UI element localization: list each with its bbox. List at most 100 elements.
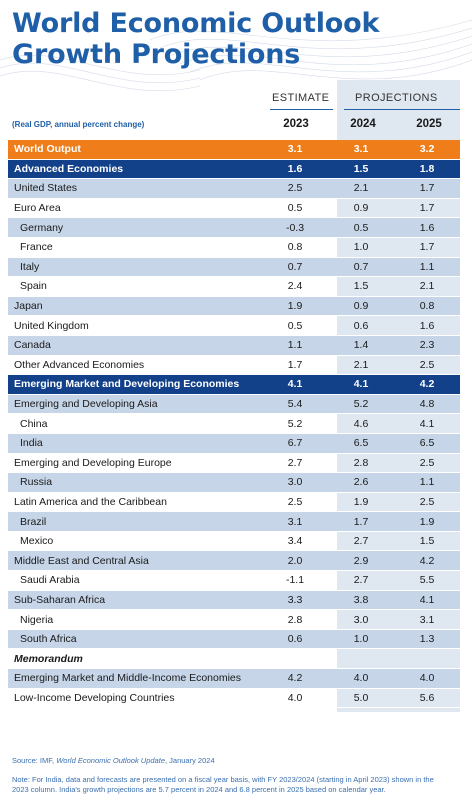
row-label: Saudi Arabia bbox=[20, 574, 80, 587]
table-row: Germany -0.3 0.5 1.6 bbox=[8, 218, 460, 238]
value-2024: 2.1 bbox=[353, 358, 369, 371]
value-2025: 1.5 bbox=[419, 535, 435, 548]
table-row: Italy 0.7 0.7 1.1 bbox=[8, 257, 460, 278]
value-2024: 6.5 bbox=[353, 437, 369, 450]
value-2023: -1.1 bbox=[285, 574, 305, 587]
source-line: Source: IMF, World Economic Outlook Upda… bbox=[12, 756, 215, 765]
table-row: United Kingdom 0.5 0.6 1.6 bbox=[8, 316, 460, 336]
row-label: India bbox=[20, 437, 43, 450]
table-row: Mexico 3.4 2.7 1.5 bbox=[8, 532, 460, 552]
table-row: Emerging Market and Developing Economies… bbox=[8, 375, 460, 395]
value-2023: 2.8 bbox=[287, 613, 303, 626]
table-row: Sub-Saharan Africa 3.3 3.8 4.1 bbox=[8, 590, 460, 611]
table-subtitle: (Real GDP, annual percent change) bbox=[12, 120, 145, 129]
value-2025: 5.6 bbox=[419, 691, 435, 704]
row-label: Emerging Market and Middle-Income Econom… bbox=[14, 672, 242, 685]
value-2025: 2.5 bbox=[419, 495, 435, 508]
row-label: Mexico bbox=[20, 535, 54, 548]
value-2025: 3.2 bbox=[419, 143, 435, 156]
value-2025: 1.6 bbox=[419, 319, 435, 332]
table-row: Japan 1.9 0.9 0.8 bbox=[8, 296, 460, 317]
row-label: Russia bbox=[20, 476, 53, 489]
value-2025: 0.8 bbox=[419, 300, 435, 313]
table-row: Euro Area 0.5 0.9 1.7 bbox=[8, 199, 460, 219]
value-2024: 2.6 bbox=[353, 476, 369, 489]
value-2024: 0.7 bbox=[353, 260, 369, 273]
value-2025: 3.1 bbox=[419, 613, 435, 626]
value-2023: 0.5 bbox=[287, 319, 303, 332]
row-label: Emerging Market and Developing Economies bbox=[14, 378, 240, 391]
value-2025: 2.1 bbox=[419, 280, 435, 293]
table-row: France 0.8 1.0 1.7 bbox=[8, 238, 460, 258]
row-label: Sub-Saharan Africa bbox=[14, 593, 106, 606]
value-2025: 1.8 bbox=[419, 162, 435, 175]
projections-header: PROJECTIONS bbox=[355, 92, 438, 104]
value-2025: 1.1 bbox=[419, 476, 435, 489]
row-label: Italy bbox=[20, 260, 40, 273]
row-label: China bbox=[20, 417, 48, 430]
row-label: Euro Area bbox=[14, 202, 61, 215]
row-label: Middle East and Central Asia bbox=[14, 554, 149, 567]
value-2023: 2.0 bbox=[287, 554, 303, 567]
value-2023: 2.5 bbox=[287, 495, 303, 508]
value-2024: 0.9 bbox=[353, 202, 369, 215]
value-2023: 4.1 bbox=[287, 378, 303, 391]
footnote: Note: For India, data and forecasts are … bbox=[12, 775, 434, 794]
value-2023: 2.5 bbox=[287, 182, 303, 195]
table-row: Emerging and Developing Europe 2.7 2.8 2.5 bbox=[8, 454, 460, 474]
title-line-2: Growth Projections bbox=[12, 39, 301, 70]
value-2024: 3.0 bbox=[353, 613, 369, 626]
table-row: Low-Income Developing Countries 4.0 5.0 5.6 bbox=[8, 689, 460, 709]
value-2023: 3.1 bbox=[287, 515, 303, 528]
row-label: South Africa bbox=[20, 633, 77, 646]
row-label: World Output bbox=[14, 143, 81, 156]
row-label: Emerging and Developing Europe bbox=[14, 456, 172, 469]
value-2024: 3.1 bbox=[353, 143, 369, 156]
row-label: Spain bbox=[20, 280, 47, 293]
table-row: Canada 1.1 1.4 2.3 bbox=[8, 335, 460, 356]
row-label: Emerging and Developing Asia bbox=[14, 398, 158, 411]
value-2024: 0.5 bbox=[353, 221, 369, 234]
table-row: Latin America and the Caribbean 2.5 1.9 2.5 bbox=[8, 493, 460, 513]
header-wave-decoration bbox=[0, 19, 472, 92]
value-2025: 6.5 bbox=[419, 437, 435, 450]
page-title: World Economic Outlook Growth Projection… bbox=[12, 8, 379, 70]
value-2024: 2.7 bbox=[353, 535, 369, 548]
value-2024: 1.9 bbox=[353, 495, 369, 508]
value-2024: 4.6 bbox=[353, 417, 369, 430]
value-2025: 1.7 bbox=[419, 182, 435, 195]
value-2025: 1.3 bbox=[419, 633, 435, 646]
row-label: Canada bbox=[14, 339, 51, 352]
value-2025: 2.5 bbox=[419, 456, 435, 469]
value-2024: 1.5 bbox=[353, 162, 369, 175]
year-header-2025: 2025 bbox=[416, 118, 442, 130]
value-2024: 1.0 bbox=[353, 633, 369, 646]
value-2024: 3.8 bbox=[353, 593, 369, 606]
source-prefix: Source: IMF, bbox=[12, 756, 57, 765]
value-2025: 1.7 bbox=[419, 202, 435, 215]
value-2024: 1.7 bbox=[353, 515, 369, 528]
value-2025: 4.1 bbox=[419, 417, 435, 430]
estimate-header: ESTIMATE bbox=[272, 92, 330, 104]
table-row: World Output 3.1 3.1 3.2 bbox=[8, 140, 460, 160]
title-line-1: World Economic Outlook bbox=[12, 8, 380, 39]
row-label: Brazil bbox=[20, 515, 47, 528]
row-label: Latin America and the Caribbean bbox=[14, 495, 167, 508]
value-2023: 3.4 bbox=[287, 535, 303, 548]
row-label: Germany bbox=[20, 221, 64, 234]
value-2023: 6.7 bbox=[287, 437, 303, 450]
value-2025: 2.5 bbox=[419, 358, 435, 371]
table-row: Advanced Economies 1.6 1.5 1.8 bbox=[8, 159, 460, 180]
value-2025: 1.6 bbox=[419, 221, 435, 234]
value-2025: 5.5 bbox=[419, 574, 435, 587]
source-suffix: , January 2024 bbox=[165, 756, 215, 765]
row-label: France bbox=[20, 241, 53, 254]
row-label: Low-Income Developing Countries bbox=[14, 691, 175, 704]
value-2025: 1.7 bbox=[419, 241, 435, 254]
estimate-header-rule bbox=[270, 109, 333, 110]
table-row: South Africa 0.6 1.0 1.3 bbox=[8, 629, 460, 650]
table-row: Memorandum bbox=[8, 649, 460, 670]
table-row: Other Advanced Economies 1.7 2.1 2.5 bbox=[8, 356, 460, 376]
row-label: United States bbox=[14, 182, 78, 195]
